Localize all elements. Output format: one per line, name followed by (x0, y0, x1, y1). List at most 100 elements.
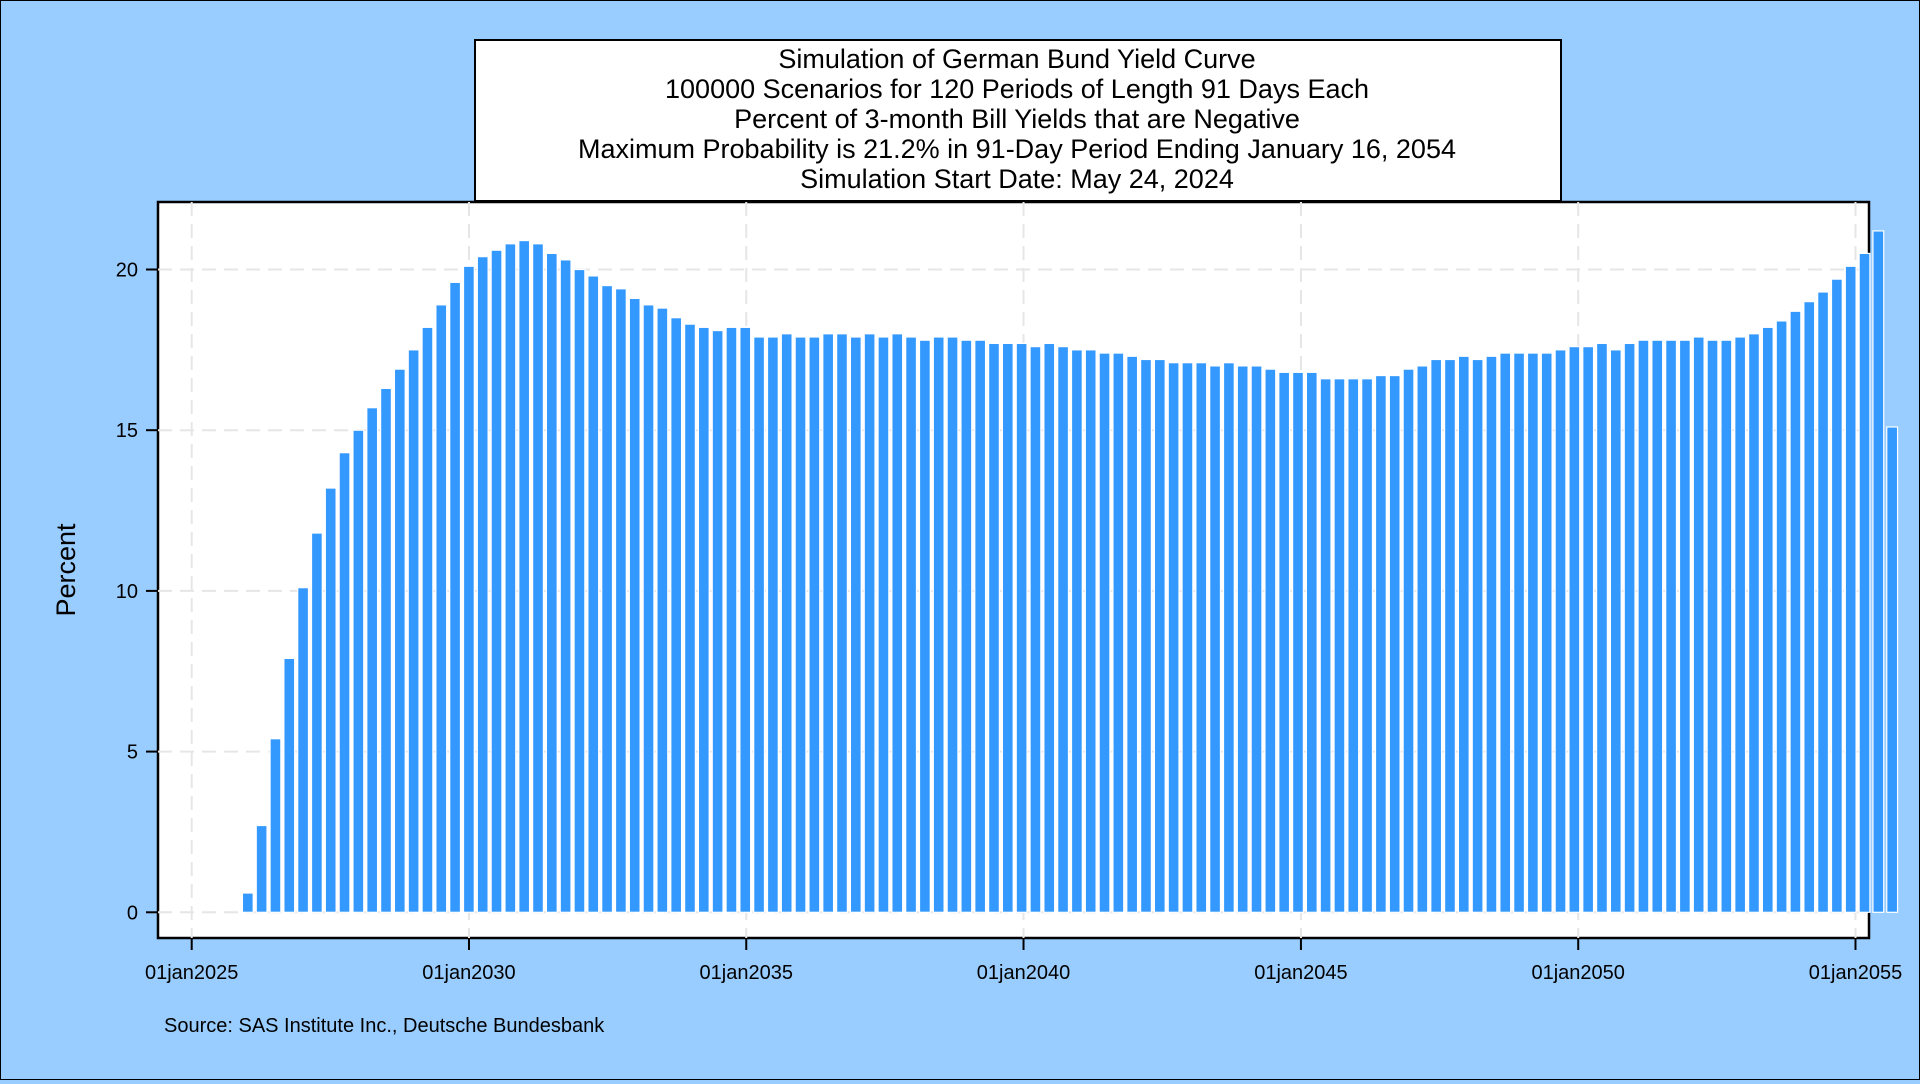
bar (1706, 339, 1719, 913)
bar (1167, 362, 1180, 913)
bar (297, 587, 310, 913)
bar (960, 339, 973, 913)
title-line-3: Percent of 3-month Bill Yields that are … (734, 104, 1300, 134)
bar (573, 268, 586, 913)
bar (877, 336, 890, 913)
y-tick-label: 10 (116, 581, 138, 603)
x-tick-label: 01jan2055 (1809, 962, 1902, 984)
title-line-4: Maximum Probability is 21.2% in 91-Day P… (578, 134, 1456, 164)
bar (1554, 349, 1567, 913)
x-tick-label: 01jan2040 (977, 962, 1070, 984)
bar (1181, 362, 1194, 913)
bar (1637, 339, 1650, 913)
bar (1471, 358, 1484, 913)
bar (490, 249, 503, 913)
bar (1264, 368, 1277, 913)
bar (1886, 426, 1899, 913)
bar (1651, 339, 1664, 913)
bar (932, 336, 945, 913)
y-tick-label: 5 (127, 742, 138, 764)
bar (380, 387, 392, 913)
bar (1609, 349, 1622, 913)
bar (1222, 362, 1235, 913)
x-tick-label: 01jan2045 (1254, 962, 1347, 984)
x-tick-label: 01jan2030 (422, 962, 515, 984)
bar (476, 256, 489, 913)
title-line-2: 100000 Scenarios for 120 Periods of Leng… (665, 74, 1369, 104)
title-line-1: Simulation of German Bund Yield Curve (778, 44, 1255, 74)
y-tick-label: 0 (127, 902, 138, 924)
bar (891, 333, 904, 913)
bar (1775, 320, 1788, 913)
bar (1305, 371, 1318, 913)
bar (1526, 352, 1539, 913)
bar (1582, 346, 1595, 913)
bars (241, 230, 1899, 913)
source-note: Source: SAS Institute Inc., Deutsche Bun… (164, 1015, 605, 1037)
title-box-border (474, 39, 1562, 202)
bar (255, 824, 268, 913)
bar (794, 336, 807, 913)
bar (1692, 336, 1705, 913)
bar (628, 297, 641, 913)
bar (1803, 301, 1816, 913)
bar (1595, 342, 1608, 913)
bar (366, 407, 379, 913)
bar (1388, 374, 1401, 913)
bar (711, 329, 724, 913)
bar (1540, 352, 1553, 913)
bar (808, 336, 821, 913)
bar (1195, 362, 1208, 913)
bar (601, 284, 614, 913)
bar (1236, 365, 1249, 913)
bar (1858, 252, 1871, 913)
bar (1761, 326, 1774, 913)
bar (352, 429, 365, 913)
x-tick-label: 01jan2025 (145, 962, 238, 984)
bar (462, 265, 475, 913)
bar (684, 323, 696, 913)
bar (987, 342, 1000, 913)
bar (1112, 352, 1125, 913)
bar (739, 326, 752, 913)
bar (1057, 346, 1070, 913)
bar (1678, 339, 1691, 913)
bar (905, 336, 918, 913)
bar (670, 317, 683, 913)
bar (656, 307, 669, 913)
bar (1209, 365, 1222, 913)
bar (1872, 230, 1885, 913)
bar (1720, 339, 1733, 913)
bar (1568, 346, 1581, 913)
bar (849, 336, 862, 913)
bar (1001, 342, 1014, 913)
bar (974, 339, 987, 913)
bar (1665, 339, 1678, 913)
bar (1499, 352, 1512, 913)
bar (836, 333, 848, 913)
bar (1374, 374, 1387, 913)
x-tick-label: 01jan2035 (700, 962, 793, 984)
bar (241, 892, 254, 913)
bar (1457, 355, 1470, 913)
bar (1443, 358, 1456, 913)
y-axis-label: Percent (51, 523, 81, 617)
bar (1485, 355, 1498, 913)
bar (545, 252, 558, 913)
bar (1623, 342, 1636, 913)
bar (587, 275, 600, 913)
bar (1153, 358, 1166, 913)
bar (393, 368, 406, 913)
bar (614, 288, 627, 913)
bar (559, 259, 572, 913)
bar (1278, 371, 1291, 913)
bar (1416, 365, 1429, 913)
bar (918, 339, 931, 913)
bar (766, 336, 779, 913)
bar (532, 243, 544, 913)
bar (697, 326, 710, 913)
y-tick-label: 15 (116, 420, 138, 442)
bar (1734, 336, 1747, 913)
